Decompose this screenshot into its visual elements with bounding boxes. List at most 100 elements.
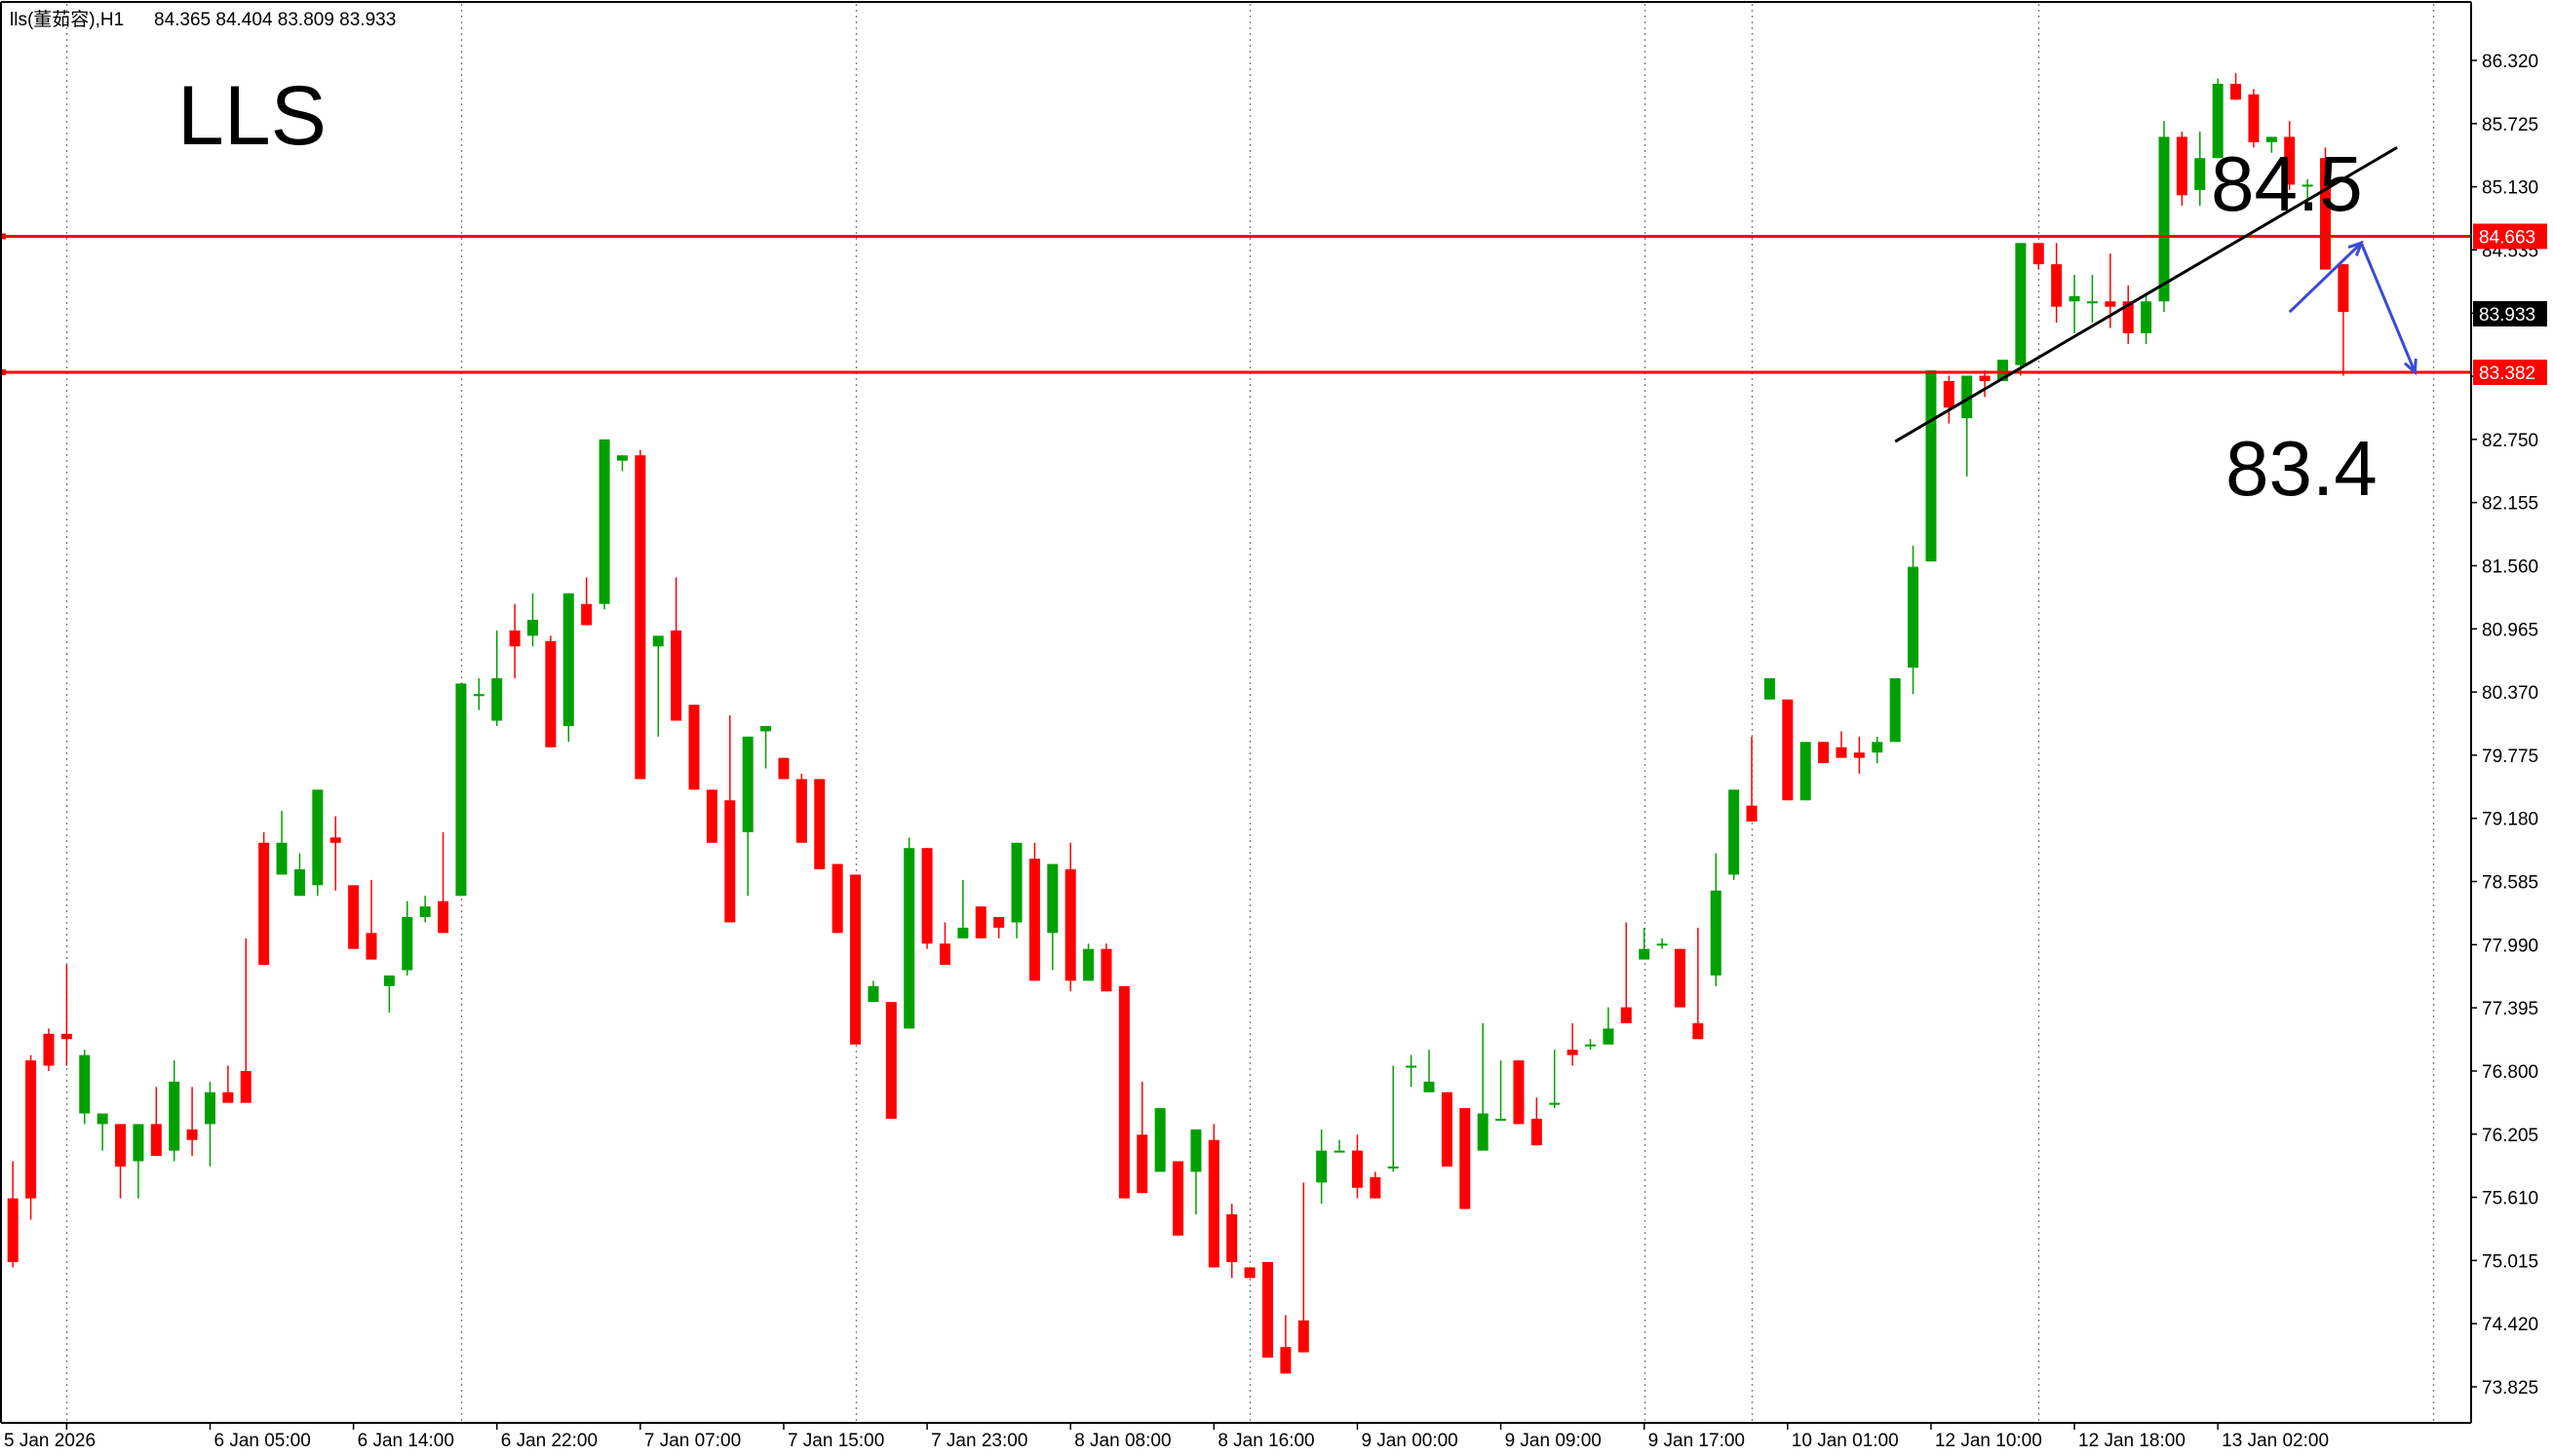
- candle-body: [1208, 1139, 1219, 1268]
- candle-bear: [366, 879, 377, 960]
- candle-bear: [1297, 1182, 1309, 1353]
- candle-bear: [2122, 285, 2134, 344]
- candle-body: [1925, 370, 1937, 562]
- candle-body: [1746, 805, 1758, 822]
- candle-bull: [1549, 1050, 1561, 1109]
- candle-body: [1585, 1044, 1597, 1047]
- candle-bear: [581, 577, 593, 626]
- candle-bear: [832, 863, 843, 934]
- candle-bull: [1316, 1129, 1328, 1205]
- trendline[interactable]: [1894, 146, 2398, 443]
- candle-bull: [1961, 375, 1973, 477]
- level-anchor[interactable]: [0, 233, 6, 240]
- candle-body: [1495, 1118, 1507, 1121]
- candle-body: [1996, 360, 2008, 381]
- candle-bear: [222, 1065, 234, 1103]
- candle-body: [1567, 1050, 1578, 1055]
- candle-bear: [688, 705, 700, 790]
- candle-bull: [1083, 943, 1095, 981]
- candle-bull: [79, 1050, 91, 1125]
- candle-bull: [1585, 1039, 1597, 1051]
- candle-body: [1064, 868, 1076, 981]
- candle-body: [868, 985, 879, 1003]
- current-price-tag-bg: [2473, 301, 2547, 327]
- candle-bear: [795, 773, 807, 843]
- candle-bull: [204, 1081, 215, 1167]
- candle-body: [1028, 859, 1040, 981]
- candle-bull: [1889, 677, 1901, 743]
- candle-body: [850, 874, 862, 1045]
- candle-body: [1889, 677, 1901, 743]
- x-tick-label: 9 Jan 09:00: [1505, 1431, 1602, 1451]
- candle-bull: [2069, 275, 2080, 333]
- level-anchor[interactable]: [0, 369, 6, 376]
- candle-body: [742, 736, 754, 832]
- candle-body: [671, 630, 682, 721]
- candle-bull: [2158, 121, 2170, 313]
- time-axis[interactable]: 5 Jan 2026 6 Jan 05:00 6 Jan 14:00 6 Jan 22…: [4, 1423, 2329, 1451]
- y-tick-label: 80.965: [2482, 620, 2538, 640]
- candle-bear: [1818, 742, 1830, 764]
- candle-bull: [1387, 1065, 1399, 1172]
- candle-body: [43, 1033, 55, 1066]
- candle-bull: [599, 439, 610, 610]
- candle-body: [1406, 1065, 1417, 1068]
- candle-bear: [1137, 1081, 1148, 1194]
- x-tick-label: 12 Jan 18:00: [2078, 1431, 2186, 1451]
- candle-body: [1387, 1166, 1399, 1169]
- candle-body: [1477, 1113, 1489, 1151]
- candle-body: [1190, 1129, 1202, 1172]
- candle-bear: [1370, 1171, 1381, 1199]
- candle-body: [2265, 136, 2277, 142]
- candle-bull: [402, 900, 413, 976]
- y-tick-label: 85.130: [2482, 178, 2538, 199]
- candle-bull: [1154, 1108, 1166, 1172]
- candle-body: [2122, 301, 2134, 333]
- candle-body: [2069, 295, 2080, 302]
- candle-bull: [473, 677, 484, 710]
- candle-bear: [329, 816, 341, 891]
- y-tick-label: 81.560: [2482, 556, 2538, 577]
- candle-body: [1423, 1081, 1435, 1092]
- candle-body: [438, 900, 449, 934]
- candle-body: [402, 917, 413, 971]
- candle-bear: [2320, 147, 2332, 270]
- y-tick-label: 76.205: [2482, 1126, 2538, 1146]
- y-tick-label: 76.800: [2482, 1062, 2538, 1083]
- candle-bull: [491, 630, 503, 726]
- candle-body: [760, 725, 772, 732]
- candle-bear: [1513, 1060, 1525, 1125]
- candle-body: [795, 779, 807, 843]
- candle-bear: [1567, 1022, 1578, 1066]
- candle-bull: [1763, 677, 1775, 700]
- candle-bear: [814, 779, 826, 869]
- candle-body: [1799, 742, 1811, 801]
- candle-body: [509, 630, 521, 647]
- current-price-tag: 83.933: [2479, 305, 2535, 326]
- projection-layer[interactable]: [2288, 240, 2418, 376]
- candle-body: [473, 694, 484, 697]
- candle-body: [616, 455, 628, 461]
- candle-body: [2302, 184, 2313, 187]
- candle-bear: [1620, 922, 1632, 1023]
- candle-bear: [1692, 927, 1704, 1040]
- candle-bear: [1280, 1315, 1292, 1374]
- candle-body: [1692, 1022, 1704, 1040]
- candle-bull: [2015, 243, 2027, 376]
- candle-bull: [1495, 1060, 1507, 1121]
- horizontal-levels[interactable]: [0, 233, 2470, 376]
- candle-bull: [97, 1113, 108, 1151]
- candle-bear: [671, 577, 682, 721]
- trendline-layer[interactable]: [1894, 146, 2398, 443]
- candle-bull: [383, 975, 395, 1014]
- candle-bear: [1853, 736, 1865, 774]
- candle-body: [240, 1070, 251, 1103]
- x-tick-label: 13 Jan 02:00: [2222, 1431, 2329, 1451]
- candle-body: [366, 933, 377, 960]
- candle-body: [1244, 1267, 1256, 1279]
- x-tick-label: 8 Jan 16:00: [1218, 1431, 1314, 1451]
- x-tick-label: 5 Jan 2026: [4, 1431, 96, 1451]
- lower-line-price-tag: 83.382: [2479, 364, 2535, 384]
- candle-body: [222, 1092, 234, 1103]
